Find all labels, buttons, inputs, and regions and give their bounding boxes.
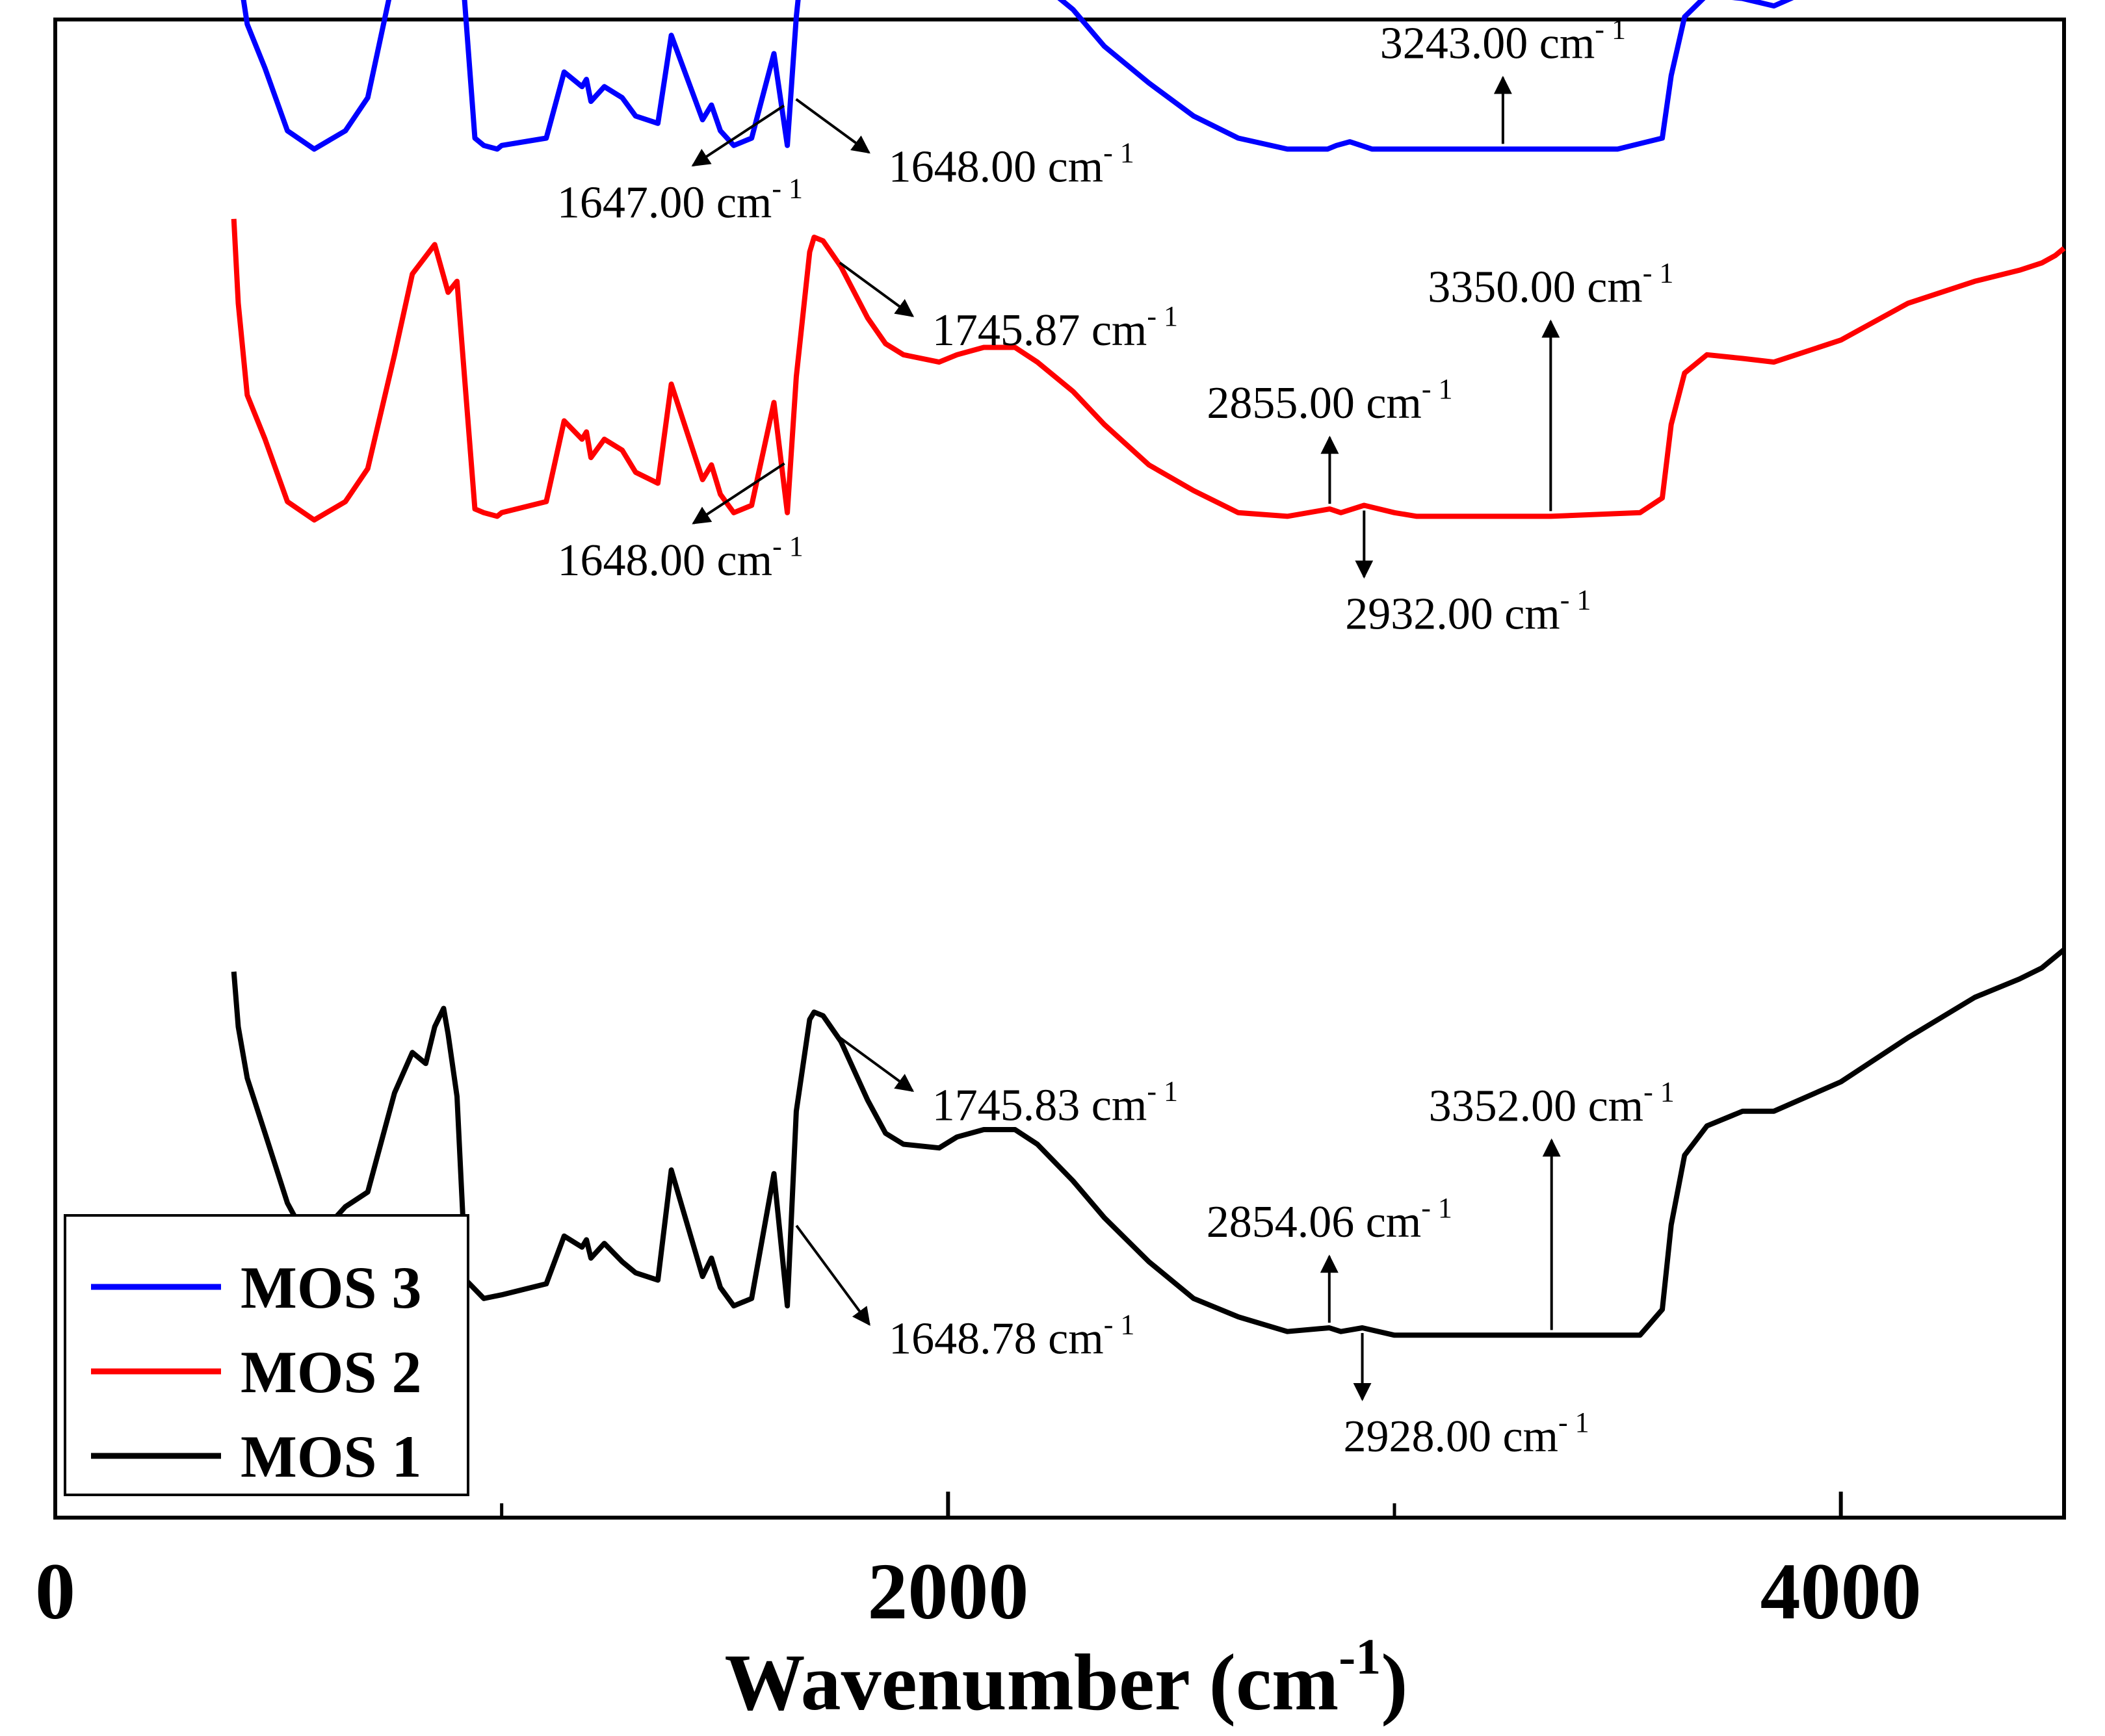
annotation-label-text: 1648.78 cm: [889, 1314, 1104, 1364]
annotation-label-sup: - 1: [772, 173, 803, 205]
x-axis-title-text: Wavenumber (cm: [724, 1638, 1339, 1727]
annotation-label: 2928.00 cm- 1: [1343, 1406, 1589, 1462]
annotation-label-sup: - 1: [1103, 137, 1134, 169]
annotation-arrow: [839, 1036, 915, 1092]
x-tick-label: 0: [35, 1547, 75, 1636]
annotation-label-sup: - 1: [1643, 1076, 1675, 1108]
annotation-label-text: 2932.00 cm: [1345, 589, 1560, 639]
series-layer: [231, 0, 2066, 1338]
annotation-arrow: [795, 98, 870, 154]
annotation-label-sup: - 1: [1595, 13, 1626, 45]
annotation-label-sup: - 1: [1104, 1309, 1135, 1341]
x-tick-label: 4000: [1760, 1547, 1922, 1636]
annotation-label: 2932.00 cm- 1: [1345, 584, 1591, 639]
annotation-arrow: [839, 261, 915, 317]
annotation-label: 1648.00 cm- 1: [558, 530, 804, 586]
series-line-mos-3: [241, 0, 1794, 152]
annotation-label-text: 1648.00 cm: [889, 142, 1104, 192]
x-tick-label: 2000: [867, 1547, 1028, 1636]
annotation-label: 3352.00 cm- 1: [1429, 1076, 1675, 1131]
legend-box: [64, 1214, 469, 1496]
annotation-arrow: [795, 1224, 870, 1326]
annotation-label: 3350.00 cm- 1: [1428, 257, 1673, 312]
x-axis-title: Wavenumber (cm-1): [724, 1628, 1407, 1727]
annotation-label-text: 1647.00 cm: [557, 178, 772, 228]
annotation-label-sup: - 1: [1560, 584, 1591, 615]
legend-label: MOS 2: [241, 1339, 422, 1405]
annotation-label-sup: - 1: [1147, 1075, 1178, 1107]
x-axis: 0 2000 4000: [35, 1492, 1922, 1636]
annotation-label-text: 1745.83 cm: [932, 1080, 1147, 1130]
annotation-label-sup: - 1: [772, 530, 804, 562]
legend-label: MOS 3: [241, 1254, 422, 1321]
annotation-label: 1745.83 cm- 1: [932, 1075, 1178, 1130]
x-axis-title-close: ): [1381, 1638, 1407, 1727]
series-line-mos-1: [231, 948, 2066, 1338]
annotation-label-sup: - 1: [1558, 1406, 1589, 1438]
legend-label: MOS 1: [241, 1423, 422, 1490]
annotation-label: 2854.06 cm- 1: [1207, 1192, 1452, 1247]
plot-frame: [53, 18, 2066, 1520]
annotation-label-text: 3243.00 cm: [1380, 18, 1595, 68]
annotation-label-text: 2928.00 cm: [1343, 1412, 1558, 1462]
annotation-label-sup: - 1: [1147, 300, 1178, 332]
legend: MOS 3 MOS 2 MOS 1: [64, 1214, 469, 1496]
annotation-label-text: 1745.87 cm: [932, 305, 1147, 356]
annotation-label-text: 3352.00 cm: [1429, 1081, 1644, 1131]
annotation-label: 1647.00 cm- 1: [557, 173, 803, 228]
annotation-label: 3243.00 cm- 1: [1380, 13, 1626, 68]
x-axis-title-sup: -1: [1339, 1628, 1381, 1685]
annotation-label: 1745.87 cm- 1: [932, 300, 1178, 356]
annotation-label: 2855.00 cm- 1: [1207, 373, 1452, 428]
annotation-arrow: [692, 462, 785, 525]
annotation-label-text: 3350.00 cm: [1428, 262, 1643, 312]
annotation-label: 1648.78 cm- 1: [889, 1309, 1134, 1364]
annotation-label-text: 2855.00 cm: [1207, 378, 1422, 428]
annotation-arrow: [691, 104, 785, 167]
annotation-label-sup: - 1: [1422, 373, 1453, 405]
annotation-label-text: 2854.06 cm: [1207, 1197, 1422, 1247]
annotation-label-text: 1648.00 cm: [558, 536, 773, 586]
annotation-label: 1648.00 cm- 1: [889, 137, 1134, 192]
series-line-mos-2: [231, 218, 2066, 523]
annotation-label-sup: - 1: [1421, 1192, 1452, 1224]
annotation-label-sup: - 1: [1643, 257, 1674, 289]
